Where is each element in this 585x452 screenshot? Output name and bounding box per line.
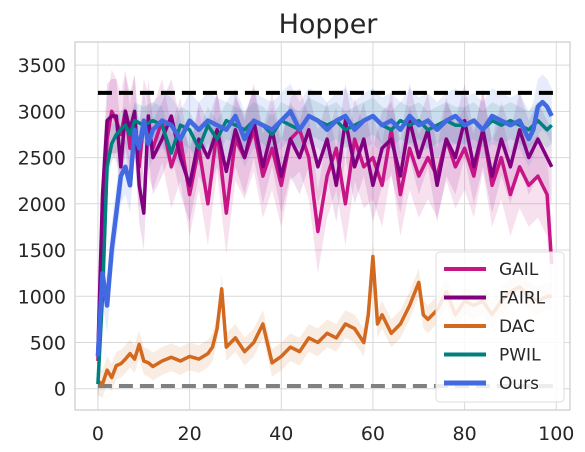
plot-border: [74, 41, 571, 411]
y-tick-label: 0: [54, 379, 66, 401]
legend-label-ours: Ours: [499, 374, 539, 394]
x-tick-label: 0: [92, 423, 104, 445]
series-line-fairl: [96, 109, 554, 352]
x-tick-labels: 0 20 40 60 80 100: [92, 423, 575, 445]
y-tick-label: 2500: [18, 148, 66, 170]
y-tick-label: 3000: [18, 101, 66, 123]
x-tick-label: 20: [177, 423, 201, 445]
y-tick-label: 1500: [18, 240, 66, 262]
legend: GAIL FAIRL DAC PWIL Ours: [435, 251, 565, 403]
band-fairl: [97, 74, 552, 389]
legend-label-pwil: PWIL: [499, 346, 541, 366]
x-tick-label: 40: [269, 423, 293, 445]
x-tick-label: 80: [452, 423, 476, 445]
legend-label-fairl: FAIRL: [499, 289, 546, 309]
x-tick-label: 100: [538, 423, 574, 445]
plot-frame: [74, 41, 571, 411]
y-tick-label: 2000: [18, 194, 66, 216]
y-tick-label: 1000: [18, 286, 66, 308]
chart-title: Hopper: [279, 9, 379, 40]
y-tick-labels: 0 500 1000 1500 2000 2500 3000 3500: [18, 55, 66, 401]
band-dac: [97, 242, 552, 398]
legend-label-gail: GAIL: [499, 260, 539, 280]
series-line-ours: [95, 99, 554, 357]
y-tick-label: 500: [30, 333, 66, 355]
series-lines: [95, 99, 554, 386]
band-ours: [97, 74, 552, 385]
band-gail: [97, 69, 552, 403]
legend-label-dac: DAC: [499, 317, 535, 337]
legend-box: [435, 251, 565, 403]
y-tick-label: 3500: [18, 55, 66, 77]
x-tick-label: 60: [361, 423, 385, 445]
